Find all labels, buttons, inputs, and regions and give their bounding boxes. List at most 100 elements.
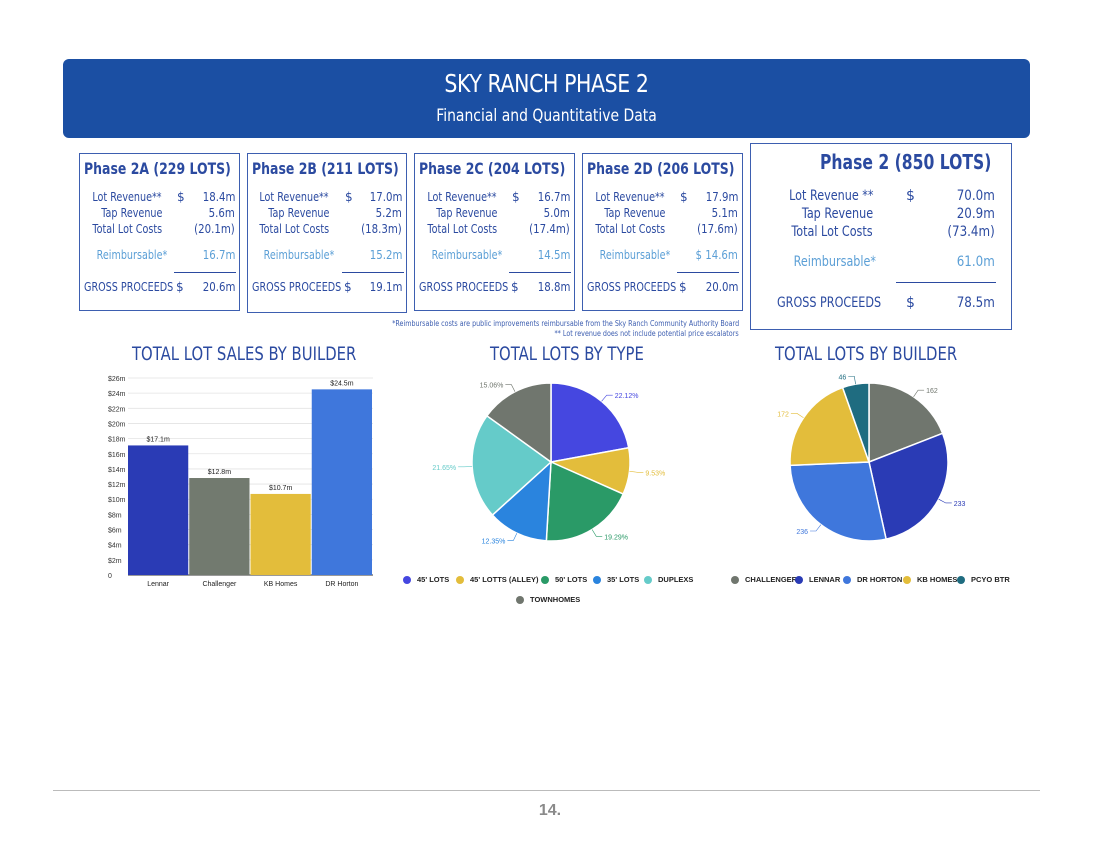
lot-revenue-dollar: $	[512, 190, 520, 204]
reimbursable-value: $ 14.6m	[695, 248, 738, 262]
total-tap-revenue-label: Tap Revenue	[801, 206, 873, 222]
total-gross-value: 78.5m	[956, 295, 995, 311]
pie-slice	[868, 382, 944, 464]
total-lot-costs-label: Total Lot Costs	[791, 224, 873, 240]
pie-leader-line	[601, 394, 613, 402]
total-lot-costs-value: (17.4m)	[529, 222, 570, 236]
pie-data-label: 19.29%	[604, 534, 628, 541]
pie-leader-line	[790, 413, 804, 419]
pie-data-label: 172	[777, 411, 789, 418]
legend-label: DR HORTON	[857, 575, 903, 584]
legend-item: 45' LOTS	[403, 575, 449, 584]
legend-label: 45' LOTTS (ALLEY)	[470, 575, 539, 584]
legend-item: DR HORTON	[843, 575, 902, 584]
gross-proceeds-label: GROSS PROCEEDS	[84, 280, 174, 294]
bar-chart: 0 $2m $4m $6m $8m $10m $12m $14m $16m $18m $20m $22…	[108, 376, 373, 588]
bar-data-label: $24.5m	[330, 380, 354, 387]
gross-proceeds-dollar: $	[176, 280, 184, 294]
y-tick-label: $6m	[108, 528, 122, 535]
pie-slice	[491, 460, 552, 542]
total-lot-revenue-value: 70.0m	[956, 188, 995, 204]
total-reimbursable-value: 61.0m	[956, 254, 995, 270]
legend-item: LENNAR	[795, 575, 840, 584]
legend-label: DUPLEXS	[658, 575, 694, 584]
phase-box: Phase 2A (229 LOTS) Lot Revenue** $18.4m Ta…	[79, 153, 240, 311]
y-tick-label: $20m	[108, 421, 126, 428]
type-pie-title: TOTAL LOTS BY TYPE	[490, 343, 644, 365]
pie-slice	[550, 382, 630, 463]
tap-revenue-value: 5.6m	[208, 206, 235, 220]
gross-proceeds-dollar: $	[511, 280, 519, 294]
pie-data-label: 233	[954, 501, 966, 508]
phase-total-box: Phase 2 (850 LOTS) Lot Revenue ** $ 70.0…	[750, 143, 1012, 330]
legend-item: KB HOMES	[903, 575, 957, 584]
y-tick-label: $16m	[108, 452, 126, 459]
total-reimbursable-label: Reimbursable*	[793, 254, 876, 270]
gross-proceeds-value: 20.0m	[705, 280, 738, 294]
y-tick-label: $8m	[108, 512, 122, 519]
total-tap-revenue-value: 20.9m	[956, 206, 995, 222]
legend-swatch	[843, 575, 851, 584]
bar	[128, 445, 189, 575]
phase-box: Phase 2C (204 LOTS) Lot Revenue** $16.7m Ta…	[414, 153, 575, 311]
pie-data-label: 12.35%	[482, 538, 506, 545]
pie-leader-line	[938, 498, 952, 504]
bar-data-label: $12.8m	[208, 469, 232, 476]
phase-divider	[509, 272, 571, 273]
pie-data-label: 22.12%	[615, 393, 639, 400]
pie-leader-line	[913, 389, 925, 397]
legend-item: 45' LOTTS (ALLEY)	[456, 575, 538, 584]
total-lot-costs-label: Total Lot Costs	[427, 222, 497, 236]
gross-proceeds-label: GROSS PROCEEDS	[419, 280, 509, 294]
gross-proceeds-value: 18.8m	[537, 280, 570, 294]
tap-revenue-label: Tap Revenue	[267, 206, 329, 220]
footer-divider	[53, 790, 1040, 791]
total-lot-revenue-dollar: $	[906, 188, 915, 204]
legend-label: PCYO BTR	[971, 575, 1010, 584]
lot-revenue-value: 17.0m	[369, 190, 402, 204]
reimbursable-value: 14.5m	[537, 248, 570, 262]
lot-revenue-dollar: $	[345, 190, 353, 204]
legend-swatch	[541, 575, 549, 584]
pie-data-label: 9.53%	[645, 470, 665, 477]
lot-revenue-label: Lot Revenue**	[92, 190, 162, 204]
legend-item: CHALLENGER	[731, 575, 797, 584]
phase-title: Phase 2B (211 LOTS)	[252, 159, 399, 178]
bar-data-label: $10.7m	[269, 485, 293, 492]
legend-label: 50' LOTS	[555, 575, 588, 584]
x-tick-label: Challenger	[202, 581, 237, 588]
bar	[189, 478, 250, 575]
legend-swatch	[456, 575, 464, 584]
pie-data-label: 236	[796, 529, 808, 536]
total-lot-revenue-label: Lot Revenue **	[788, 188, 873, 204]
pie-data-label: 46	[838, 374, 846, 381]
total-lot-costs-label: Total Lot Costs	[259, 222, 329, 236]
page-title: SKY RANCH PHASE 2	[444, 69, 649, 98]
pie-slice	[471, 414, 553, 517]
legend-swatch	[644, 575, 652, 584]
tap-revenue-value: 5.0m	[543, 206, 570, 220]
y-tick-label: $18m	[108, 437, 126, 444]
phase-divider	[342, 272, 404, 273]
y-tick-label: $14m	[108, 467, 126, 474]
total-lot-costs-value: (17.6m)	[697, 222, 738, 236]
y-tick-label: $24m	[108, 391, 126, 398]
header-banner: SKY RANCH PHASE 2 Financial and Quantita…	[63, 59, 1030, 138]
phase-title: Phase 2A (229 LOTS)	[84, 159, 231, 178]
page-number: 14.	[538, 802, 562, 819]
phase-box: Phase 2B (211 LOTS) Lot Revenue** $17.0m Ta…	[247, 153, 407, 313]
footnote-lot-revenue: ** Lot revenue does not include potentia…	[554, 329, 739, 338]
legend-swatch	[403, 575, 411, 584]
pie-leader-line	[507, 533, 518, 541]
reimbursable-label: Reimbursable*	[96, 248, 167, 262]
phase-divider	[174, 272, 236, 273]
builder-pie-title: TOTAL LOTS BY BUILDER	[775, 343, 958, 365]
lot-revenue-label: Lot Revenue**	[259, 190, 329, 204]
pie-leader-line	[810, 524, 822, 532]
lot-revenue-label: Lot Revenue**	[595, 190, 665, 204]
legend-label: 35' LOTS	[607, 575, 640, 584]
y-tick-label: 0	[108, 573, 112, 580]
total-lot-costs-label: Total Lot Costs	[595, 222, 665, 236]
footnote-reimbursable: *Reimbursable costs are public improveme…	[392, 319, 739, 328]
y-tick-label: $10m	[108, 497, 126, 504]
